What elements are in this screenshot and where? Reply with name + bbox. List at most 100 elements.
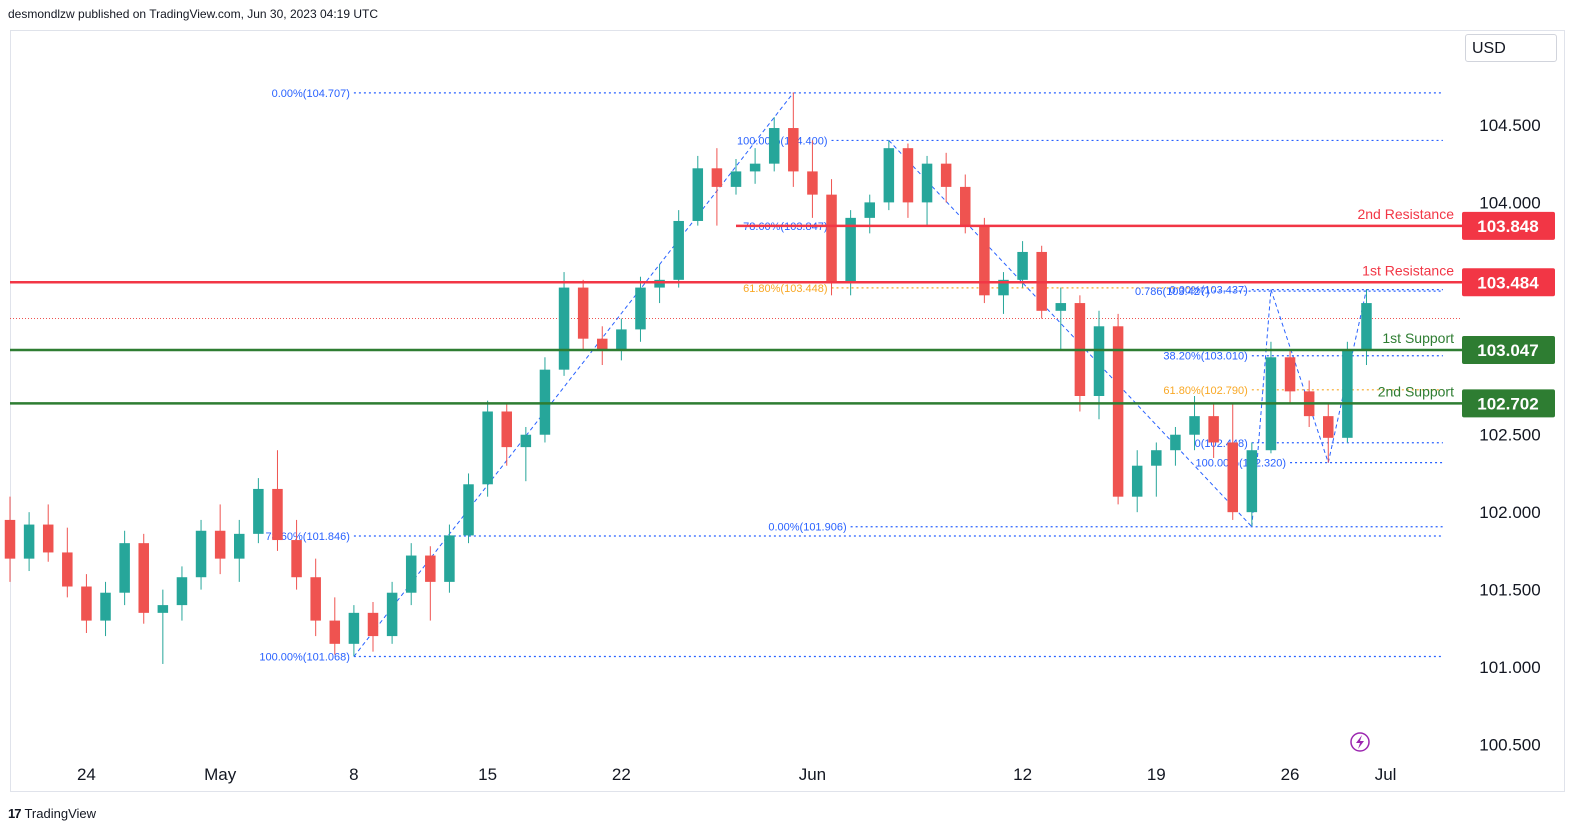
candle bbox=[195, 519, 207, 590]
candle-body bbox=[768, 128, 780, 164]
level-price-label: 103.484 bbox=[1477, 273, 1539, 292]
candle-body bbox=[654, 279, 665, 288]
fib-label: 100.00%(101.068) bbox=[259, 652, 350, 664]
candle-body bbox=[1361, 303, 1372, 350]
candle-body bbox=[1093, 326, 1105, 396]
candle bbox=[1284, 349, 1296, 404]
fib-label: 0.786(103.427) bbox=[1135, 286, 1210, 298]
candle bbox=[654, 264, 665, 304]
candle-body bbox=[444, 535, 455, 582]
candle-body bbox=[348, 612, 360, 644]
x-tick-label: 19 bbox=[1147, 765, 1166, 784]
level-name: 2nd Support bbox=[1378, 383, 1454, 399]
candle-body bbox=[119, 543, 130, 593]
candle-body bbox=[253, 488, 264, 534]
candle bbox=[348, 605, 360, 657]
y-tick-label: 100.500 bbox=[1479, 736, 1540, 755]
candle bbox=[100, 581, 111, 637]
candle-body bbox=[501, 411, 512, 448]
fib-label: 78.60%(101.846) bbox=[265, 531, 349, 543]
candle-body bbox=[711, 168, 723, 187]
candle bbox=[826, 179, 837, 296]
level-name: 1st Resistance bbox=[1362, 262, 1454, 278]
candle bbox=[386, 581, 398, 644]
candle-body bbox=[558, 287, 570, 370]
candle bbox=[768, 117, 780, 172]
candle bbox=[329, 597, 341, 655]
candle bbox=[979, 217, 990, 304]
candle-body bbox=[310, 577, 321, 621]
candle bbox=[1246, 442, 1258, 527]
candle bbox=[1074, 295, 1086, 412]
tradingview-logo-icon: 17 bbox=[8, 806, 22, 821]
fib-label: 61.80%(103.448) bbox=[743, 283, 827, 295]
candle bbox=[749, 148, 761, 184]
currency-selector[interactable]: USD bbox=[1465, 34, 1557, 62]
candle-body bbox=[1151, 450, 1162, 466]
candle-body bbox=[998, 279, 1009, 296]
candle-body bbox=[1112, 326, 1124, 497]
candle bbox=[138, 533, 149, 624]
candle-body bbox=[902, 148, 914, 203]
candle-body bbox=[1284, 357, 1296, 392]
candle-body bbox=[425, 555, 436, 582]
level-price-label: 103.848 bbox=[1477, 217, 1538, 236]
y-tick-label: 104.500 bbox=[1479, 116, 1540, 135]
candle bbox=[1170, 426, 1181, 466]
candle bbox=[1151, 442, 1162, 497]
candle bbox=[119, 530, 130, 606]
candle bbox=[42, 504, 54, 562]
candle-body bbox=[1208, 416, 1219, 443]
candle bbox=[597, 326, 608, 366]
candle bbox=[921, 155, 933, 226]
candle bbox=[673, 210, 684, 288]
fib-label: 38.20%(103.010) bbox=[1163, 351, 1247, 363]
candle-body bbox=[979, 225, 990, 296]
candle bbox=[788, 92, 799, 187]
candle bbox=[558, 272, 570, 376]
candle bbox=[883, 140, 895, 211]
candle-body bbox=[826, 194, 837, 283]
candle-body bbox=[960, 186, 971, 226]
footer: 17 TradingView bbox=[8, 806, 96, 821]
y-tick-label: 101.500 bbox=[1479, 581, 1540, 600]
candle bbox=[157, 589, 169, 664]
candle-body bbox=[1246, 450, 1258, 513]
candle bbox=[1342, 341, 1353, 443]
x-tick-label: 8 bbox=[349, 765, 358, 784]
candle-body bbox=[367, 612, 379, 637]
candle-body bbox=[42, 524, 54, 553]
candle bbox=[1323, 403, 1334, 463]
candle-body bbox=[577, 287, 589, 339]
candle-body bbox=[176, 577, 188, 606]
candle-body bbox=[62, 552, 73, 587]
trend-line bbox=[1327, 289, 1367, 463]
candle-body bbox=[1055, 303, 1067, 311]
fib-label: 100.00%(102.320) bbox=[1196, 458, 1287, 470]
candle bbox=[272, 450, 283, 551]
candle bbox=[1093, 310, 1105, 420]
fib-label: 0(102.448) bbox=[1195, 438, 1248, 450]
candle bbox=[1227, 403, 1238, 520]
candle-body bbox=[81, 586, 92, 621]
fib-label: 0.00%(104.707) bbox=[272, 88, 350, 100]
candle bbox=[444, 524, 455, 593]
y-tick-label: 101.000 bbox=[1479, 658, 1540, 677]
fib-label: 0.00%(103.437) bbox=[1170, 285, 1248, 297]
x-tick-label: May bbox=[204, 765, 237, 784]
candle bbox=[81, 574, 92, 633]
candle-body bbox=[673, 220, 684, 280]
candle-body bbox=[1323, 416, 1334, 438]
candle-body bbox=[883, 148, 895, 203]
candle bbox=[176, 566, 188, 621]
candle bbox=[1265, 341, 1277, 454]
candle bbox=[1189, 396, 1200, 451]
fib-label: 61.80%(102.790) bbox=[1163, 385, 1247, 397]
y-tick-label: 104.000 bbox=[1479, 193, 1540, 212]
publication-info: desmondlzw published on TradingView.com,… bbox=[8, 7, 379, 21]
candle-body bbox=[4, 519, 16, 559]
candle bbox=[711, 148, 723, 226]
candle-body bbox=[1189, 416, 1200, 435]
candle bbox=[405, 543, 417, 606]
